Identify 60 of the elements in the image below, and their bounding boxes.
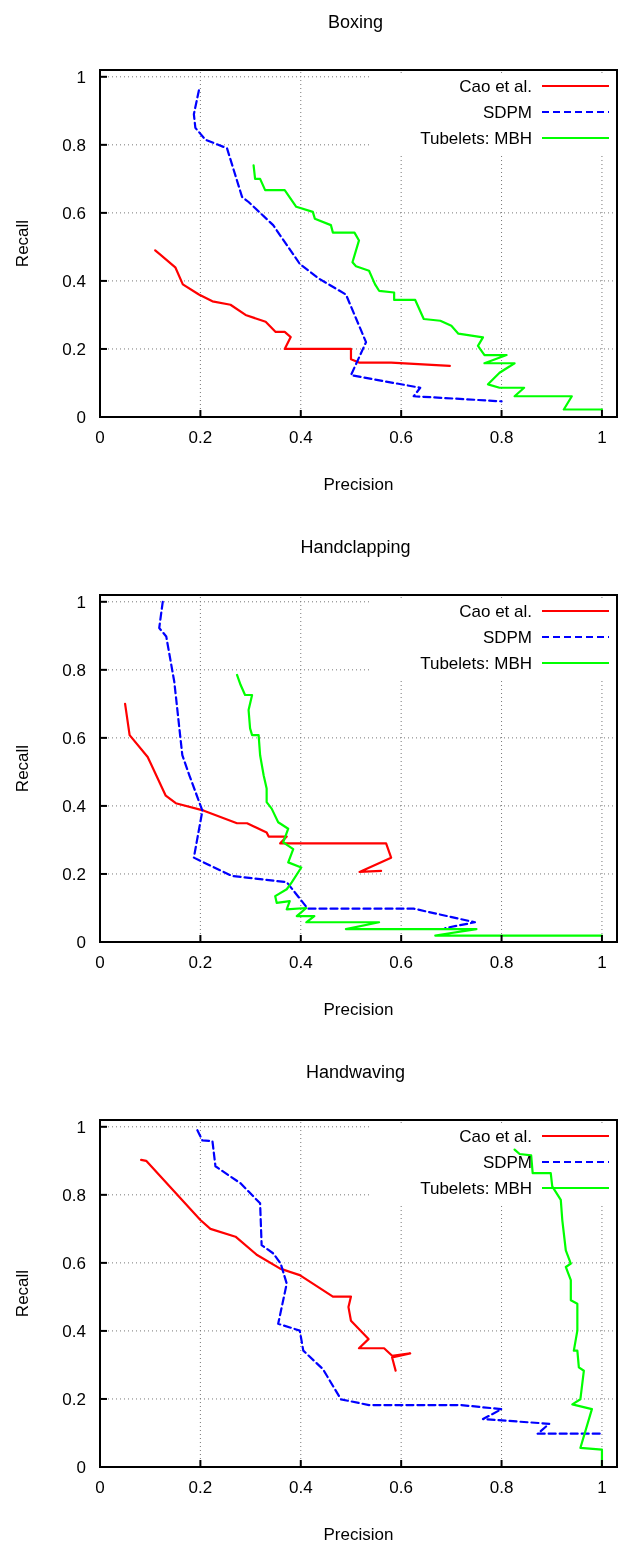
- legend-label: Tubelets: MBH: [420, 129, 532, 148]
- y-axis-title: Recall: [13, 1269, 32, 1318]
- y-tick-label: 0: [76, 1458, 86, 1477]
- legend-label: Cao et al.: [459, 77, 532, 96]
- x-tick-label: 0.8: [489, 1478, 514, 1497]
- x-tick-label: 1: [597, 428, 607, 447]
- line-series: [124, 702, 393, 874]
- y-tick-label: 0.6: [62, 203, 86, 223]
- x-tick-label: 0.6: [389, 953, 413, 972]
- x-tick-label: 0.2: [188, 953, 213, 972]
- y-tick-label: 0: [76, 933, 86, 952]
- chart-title: Handclapping: [300, 537, 411, 557]
- y-tick-label: 0.6: [62, 1253, 86, 1273]
- y-tick-label: 0.4: [62, 1321, 86, 1341]
- x-tick-label: 0.6: [389, 428, 413, 447]
- legend-label: SDPM: [482, 628, 532, 647]
- x-tick-label: 0.4: [288, 953, 313, 972]
- legend-label: SDPM: [482, 1153, 532, 1172]
- y-tick-label: 1: [76, 1117, 86, 1137]
- y-axis-title: Recall: [13, 744, 32, 793]
- legend-label: Tubelets: MBH: [420, 654, 532, 673]
- x-tick-label: 0: [95, 953, 105, 972]
- y-tick-label: 0.6: [62, 728, 86, 748]
- x-tick-label: 0.4: [288, 428, 313, 447]
- chart-title: Boxing: [327, 12, 384, 32]
- x-tick-label: 0: [95, 428, 105, 447]
- y-axis-title: Recall: [13, 219, 32, 268]
- y-tick-label: 0.8: [62, 660, 86, 680]
- x-tick-label: 0: [95, 1478, 105, 1497]
- y-tick-label: 0.2: [62, 339, 86, 359]
- legend-label: SDPM: [482, 103, 532, 122]
- line-series: [252, 164, 604, 411]
- legend-label: Cao et al.: [459, 602, 532, 621]
- line-series: [154, 249, 451, 368]
- chart-title: Handwaving: [305, 1062, 406, 1082]
- y-tick-label: 0.8: [62, 135, 86, 155]
- x-tick-label: 0.2: [188, 428, 213, 447]
- legend-label: Tubelets: MBH: [420, 1179, 532, 1198]
- y-tick-label: 1: [76, 67, 86, 87]
- line-series: [196, 1129, 604, 1435]
- y-tick-label: 1: [76, 592, 86, 612]
- x-tick-label: 0.8: [489, 428, 514, 447]
- y-tick-label: 0.2: [62, 864, 86, 884]
- x-tick-label: 0.8: [489, 953, 514, 972]
- legend-label: Cao et al.: [459, 1127, 532, 1146]
- y-tick-label: 0.8: [62, 1185, 86, 1205]
- x-axis-title: Precision: [323, 1525, 394, 1544]
- x-axis-title: Precision: [323, 475, 394, 494]
- line-series: [235, 673, 604, 937]
- x-tick-label: 0.2: [188, 1478, 213, 1497]
- y-tick-label: 0.4: [62, 271, 86, 291]
- line-series: [140, 1158, 412, 1372]
- y-tick-label: 0.4: [62, 796, 86, 816]
- y-tick-label: 0: [76, 408, 86, 427]
- x-tick-label: 0.4: [288, 1478, 313, 1497]
- x-tick-label: 1: [597, 953, 607, 972]
- y-tick-label: 0.2: [62, 1389, 86, 1409]
- x-axis-title: Precision: [323, 1000, 394, 1019]
- x-tick-label: 1: [597, 1478, 607, 1497]
- x-tick-label: 0.6: [389, 1478, 413, 1497]
